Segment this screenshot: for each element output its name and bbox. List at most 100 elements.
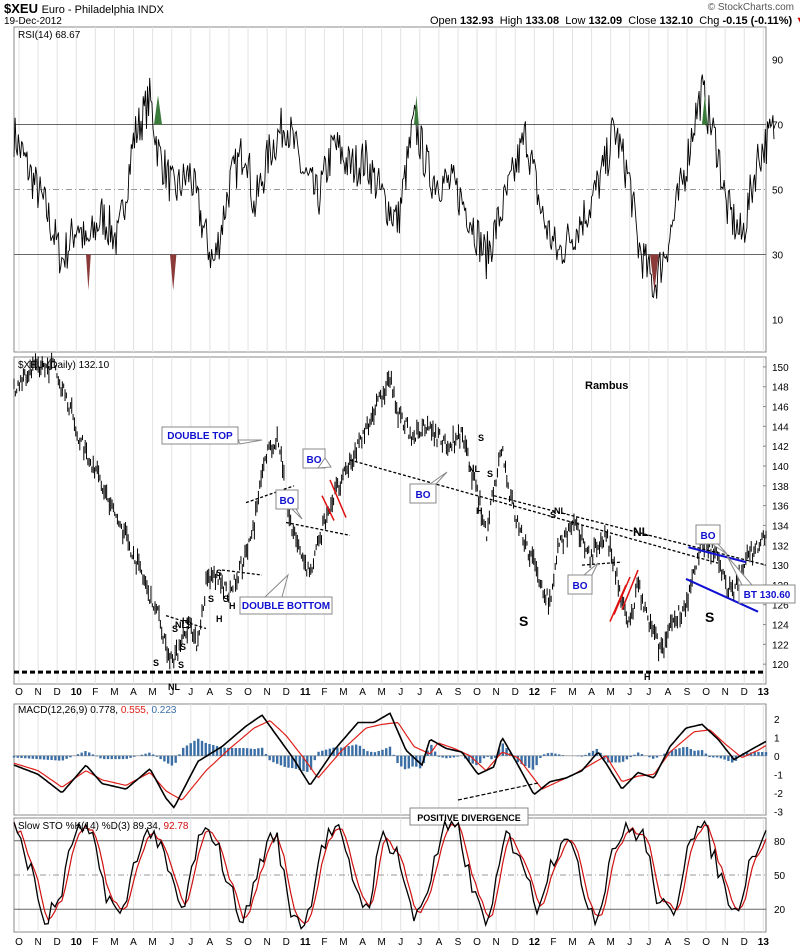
time-axis-label: S (684, 937, 691, 948)
time-axis-label: J (417, 937, 422, 948)
bo-callout-5: BO (695, 524, 728, 555)
neckline (245, 485, 295, 504)
positive-divergence-text: POSITIVE DIVERGENCE (417, 813, 521, 823)
time-axis-label: J (646, 687, 651, 698)
time-axis-label: F (321, 687, 327, 698)
stoch-legend-part: Slow STO %K(14) %D(3) (18, 821, 133, 832)
time-axis-label: A (207, 937, 214, 948)
rsi-line (13, 74, 775, 299)
bo-callout-3-pointer (428, 471, 448, 485)
pattern-letter: H (644, 672, 651, 682)
stoch-legend-part: 89.34, (133, 821, 164, 832)
time-axis-label: A (359, 937, 366, 948)
time-axis-label: J (169, 937, 174, 948)
bo-callout-3: BO (409, 471, 448, 504)
rsi-tick-label: 30 (772, 251, 784, 262)
bt-callout-text: BT 130.60 (744, 590, 791, 601)
bo-callout-1-text: BO (307, 455, 322, 466)
price-legend: $XEU (Daily) 132.10 (18, 360, 110, 371)
neckline (221, 569, 263, 576)
rsi-overbought-fill (702, 95, 708, 125)
macd-tick-label: 0 (774, 752, 780, 763)
time-axis-label: N (722, 937, 729, 948)
rsi-overbought-fill (154, 95, 162, 125)
time-axis-label: D (741, 937, 748, 948)
time-axis-label: 13 (758, 687, 770, 698)
bo-callout-2: BO (275, 489, 303, 520)
time-axis-label: M (377, 687, 385, 698)
price-tick-label: 148 (772, 383, 789, 394)
breakout-red-line (621, 569, 639, 610)
time-axis-label: S (455, 937, 462, 948)
symbol-name: Euro - Philadelphia INDX (41, 4, 164, 16)
high-value: 133.08 (525, 15, 560, 27)
macd-line (13, 712, 767, 809)
rsi-legend: RSI(14) 68.67 (18, 30, 81, 41)
macd-legend-part: 0.555, (121, 705, 152, 716)
time-axis-label: 12 (529, 687, 541, 698)
double-top-callout-pointer (237, 439, 263, 445)
time-axis-label: O (702, 937, 710, 948)
pattern-letter: H (476, 506, 483, 516)
rsi-tick-label: 70 (772, 121, 784, 132)
time-axis-label: S (455, 687, 462, 698)
price-tick-label: 140 (772, 462, 789, 473)
time-axis-label: M (148, 937, 156, 948)
neckline-label: NL (633, 525, 649, 539)
price-tick-label: 144 (772, 422, 789, 433)
price-tick-label: 126 (772, 601, 789, 612)
price-tick-label: 142 (772, 442, 789, 453)
macd-tick-label: -1 (774, 770, 783, 781)
time-axis-label: A (436, 687, 443, 698)
chg-label: Chg (699, 15, 720, 27)
time-axis-label: M (377, 937, 385, 948)
time-axis-label: A (436, 937, 443, 948)
low-value: 132.09 (588, 15, 623, 27)
rsi-oversold-fill (650, 254, 659, 291)
time-axis-label: F (92, 937, 98, 948)
bo-callout-4-text: BO (573, 581, 588, 592)
bo-callout-2-pointer (290, 508, 303, 520)
time-axis-label: J (188, 937, 193, 948)
shoulder-label: S (519, 613, 528, 629)
bo-callout-4: BO (567, 562, 599, 595)
neckline (581, 561, 623, 566)
time-axis-label: S (226, 687, 233, 698)
time-axis-label: D (54, 937, 61, 948)
time-axis-label: A (665, 937, 672, 948)
time-axis-label: 10 (71, 687, 83, 698)
ohlc-readout: Open 132.93 High 133.08 Low 132.09 Close… (430, 15, 800, 27)
price-tick-label: 130 (772, 561, 789, 572)
stoch-k-line (13, 819, 767, 930)
rsi-tick-label: 10 (772, 316, 784, 327)
time-axis-label: M (148, 687, 156, 698)
time-axis-label: D (512, 687, 519, 698)
bo-callout-5-box (695, 524, 721, 545)
stoch-tick-label: 50 (774, 871, 786, 882)
pattern-letter: S (550, 510, 556, 520)
time-axis-label: D (741, 687, 748, 698)
pattern-letter: S (172, 624, 178, 634)
time-axis-label: M (339, 687, 347, 698)
pattern-letter: S (178, 660, 184, 670)
high-label: High (499, 15, 523, 27)
bt-callout-box (738, 584, 796, 604)
pattern-letter: NL (468, 464, 480, 474)
macd-legend: MACD(12,26,9) 0.778, 0.555, 0.223 (18, 705, 177, 716)
stoch-legend-part: 92.78 (163, 821, 188, 832)
time-axis-label: J (627, 687, 632, 698)
stoch-tick-label: 20 (774, 905, 786, 916)
time-axis-label: S (226, 937, 233, 948)
time-axis-label: D (283, 937, 290, 948)
time-axis-label: A (588, 937, 595, 948)
double-bottom-callout-text: DOUBLE BOTTOM (242, 601, 330, 612)
bo-callout-5-text: BO (701, 531, 716, 542)
time-axis-label: A (359, 687, 366, 698)
bo-callout-3-box (409, 483, 437, 504)
price-tick-label: 146 (772, 403, 789, 414)
double-bottom-callout-box (239, 596, 333, 615)
double-top-callout-box (161, 426, 239, 445)
time-axis-label: A (130, 687, 137, 698)
time-axis-label: 12 (529, 937, 541, 948)
